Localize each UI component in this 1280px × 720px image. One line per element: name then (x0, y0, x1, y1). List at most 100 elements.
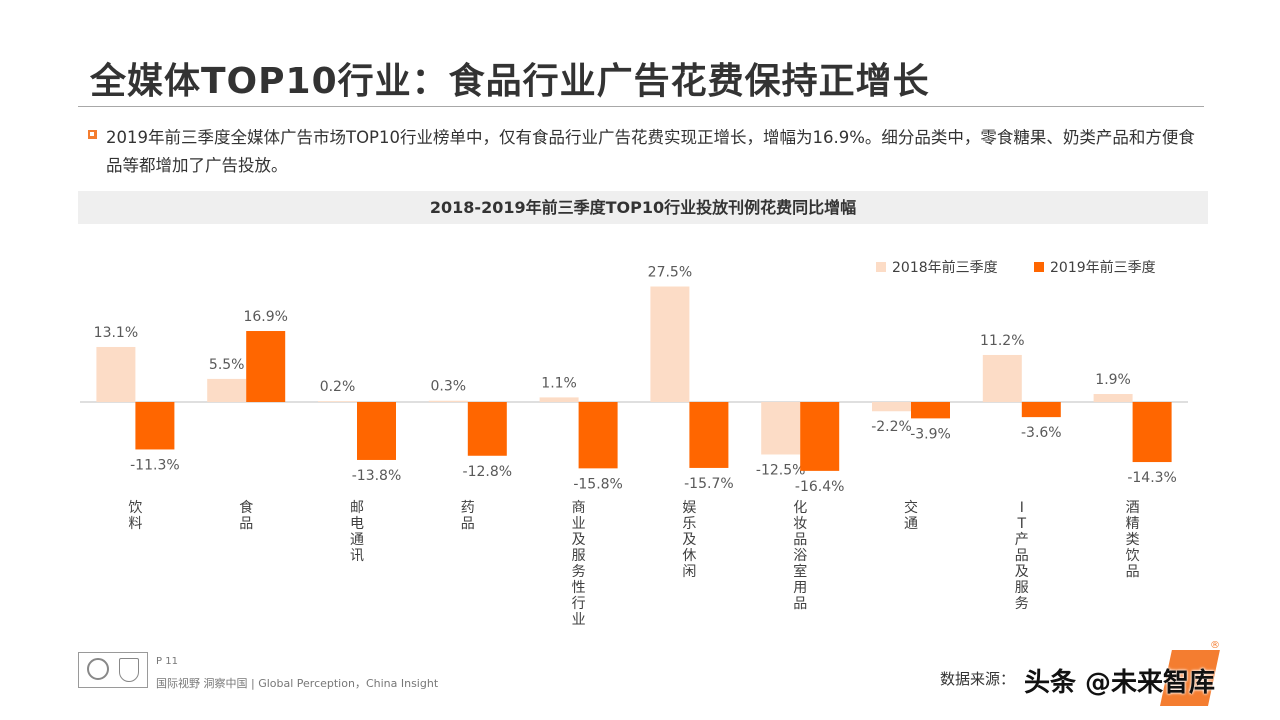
category-label-3-char-2: 电 (350, 516, 364, 532)
data-label-s1-7: -12.5% (756, 463, 806, 479)
chart-title-bar: 2018-2019年前三季度TOP10行业投放刊例花费同比增幅 (78, 191, 1208, 224)
bar-s2-4 (467, 402, 507, 456)
category-label-7-char-4: 浴 (793, 548, 807, 564)
data-label-s2-3: -13.8% (352, 468, 402, 484)
category-label-9-char-6: 服 (1015, 580, 1029, 596)
data-label-s1-4: 0.3% (431, 379, 467, 395)
category-label-9-char-4: 品 (1015, 548, 1029, 564)
footer-slogan: 国际视野 洞察中国 | Global Perception，China Insi… (156, 677, 439, 690)
legend-label-1: 2018年前三季度 (892, 259, 998, 276)
page-title: 全媒体TOP10行业：食品行业广告花费保持正增长 (90, 61, 930, 102)
chart-title: 2018-2019年前三季度TOP10行业投放刊例花费同比增幅 (429, 198, 857, 217)
category-label-10-char-1: 酒 (1126, 500, 1140, 516)
data-label-s1-2: 5.5% (209, 357, 245, 373)
category-label-9-char-2: T (1017, 516, 1027, 532)
category-label-6-char-2: 乐 (682, 516, 696, 532)
category-label-7-char-3: 品 (793, 532, 807, 548)
data-label-s2-8: -3.9% (910, 426, 951, 442)
category-label-3-char-1: 邮 (350, 500, 364, 516)
category-label-6-char-5: 闲 (682, 564, 696, 580)
bullet-square-icon (88, 130, 97, 139)
data-label-s2-4: -12.8% (463, 464, 513, 480)
category-label-9-char-3: 产 (1015, 532, 1029, 548)
bar-s1-6 (650, 286, 690, 402)
category-label-7-char-7: 品 (793, 596, 807, 612)
bar-s1-5 (539, 397, 579, 402)
category-label-4-char-1: 药 (461, 500, 475, 516)
category-label-5-char-5: 务 (572, 564, 586, 580)
category-label-3-char-3: 通 (350, 532, 364, 548)
category-label-6-char-3: 及 (682, 532, 696, 548)
data-label-s1-3: 0.2% (320, 379, 356, 395)
category-label-10-char-3: 类 (1126, 532, 1140, 548)
data-label-s2-10: -14.3% (1127, 470, 1177, 486)
category-label-4-char-2: 品 (461, 516, 475, 532)
bar-s2-6 (689, 402, 729, 468)
category-label-10-char-2: 精 (1126, 516, 1140, 532)
category-label-6-char-4: 休 (682, 548, 696, 564)
category-label-2-char-1: 食 (239, 499, 253, 516)
certification-seal-icon (87, 658, 109, 680)
category-label-5-char-8: 业 (572, 612, 586, 628)
category-label-5-char-4: 服 (572, 548, 586, 564)
category-label-7-char-1: 化 (793, 500, 807, 516)
category-label-3-char-4: 讯 (350, 548, 364, 564)
data-label-s2-5: -15.8% (573, 476, 623, 492)
data-label-s2-6: -15.7% (684, 476, 734, 492)
category-label-7-char-5: 室 (793, 563, 807, 580)
bar-s2-7 (800, 402, 840, 471)
data-label-s2-2: 16.9% (243, 309, 287, 325)
bar-s2-8 (911, 402, 950, 419)
data-source: 数据来源： (940, 670, 1016, 688)
category-label-10-char-4: 饮 (1126, 548, 1140, 564)
category-label-5-char-1: 商 (572, 500, 586, 516)
category-label-10-char-5: 品 (1126, 564, 1140, 580)
bar-s2-10 (1132, 402, 1172, 463)
category-label-5-char-6: 性 (572, 580, 586, 596)
data-label-s1-6: 27.5% (648, 265, 692, 281)
bar-s1-1 (96, 346, 136, 402)
legend-label-2: 2019年前三季度 (1050, 259, 1156, 276)
data-label-s2-1: -11.3% (130, 457, 180, 473)
category-label-7-char-6: 用 (793, 580, 807, 596)
data-label-s1-8: -2.2% (871, 419, 912, 435)
data-label-s1-1: 13.1% (94, 325, 138, 341)
certification-shield-icon (119, 658, 139, 682)
category-label-9-char-1: I (1020, 500, 1024, 516)
bar-s1-2 (207, 378, 247, 402)
summary-text: 2019年前三季度全媒体广告市场TOP10行业榜单中，仅有食品行业广告花费实现正… (106, 128, 1195, 175)
data-label-s2-7: -16.4% (795, 479, 845, 495)
page-number: P 11 (156, 656, 178, 667)
bar-s1-4 (428, 400, 468, 402)
data-label-s1-5: 1.1% (541, 375, 577, 391)
category-label-1-char-2: 料 (128, 516, 142, 532)
category-label-8-char-1: 交 (904, 499, 918, 516)
registered-mark: ® (1210, 640, 1220, 651)
category-label-1-char-1: 饮 (128, 500, 142, 516)
bar-s2-9 (1021, 402, 1061, 418)
bar-s2-2 (246, 331, 286, 402)
bar-s2-3 (357, 402, 396, 460)
legend-swatch-2 (1034, 262, 1044, 272)
bar-s1-10 (1093, 394, 1133, 402)
bar-s1-9 (982, 354, 1022, 402)
bar-s1-3 (318, 401, 357, 402)
category-label-6-char-1: 娱 (682, 500, 696, 516)
bar-s2-1 (135, 402, 175, 450)
category-label-5-char-7: 行 (572, 596, 586, 612)
category-label-9-char-7: 务 (1015, 596, 1029, 612)
category-label-5-char-3: 及 (572, 532, 586, 548)
data-label-s2-9: -3.6% (1021, 425, 1062, 441)
category-label-2-char-2: 品 (239, 516, 253, 532)
category-label-7-char-2: 妆 (793, 516, 807, 532)
data-label-s1-10: 1.9% (1095, 372, 1131, 388)
bar-s2-5 (578, 402, 618, 469)
watermark-text: 头条 @未来智库 (1024, 668, 1216, 698)
data-label-s1-9: 11.2% (980, 333, 1024, 349)
title-divider (78, 106, 1204, 107)
legend-swatch-1 (876, 262, 886, 272)
bar-s1-7 (761, 402, 801, 455)
bar-s1-8 (872, 402, 911, 412)
category-label-8-char-2: 通 (904, 516, 918, 532)
